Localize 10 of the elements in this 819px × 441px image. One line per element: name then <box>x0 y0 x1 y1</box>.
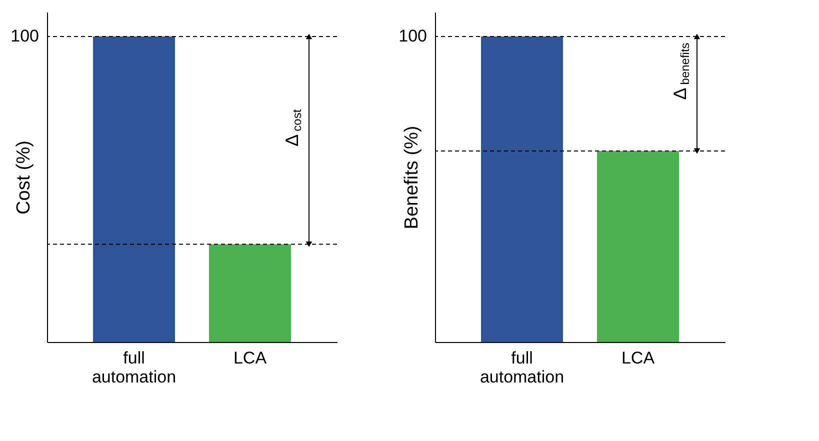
y-axis-title: Benefits (%) <box>402 126 422 230</box>
y-axis-title: Cost (%) <box>14 140 34 214</box>
x-tick-label: full automation <box>480 348 564 386</box>
ref-line-label: 100 <box>398 26 427 46</box>
ref-line-label: 100 <box>10 26 39 46</box>
annotation: Δbenefits <box>670 42 692 100</box>
x-tick-label: LCA <box>621 348 656 368</box>
x-tick-label: LCA <box>233 348 268 368</box>
x-tick-label: full automation <box>92 348 176 386</box>
annotation: Δcost <box>282 108 304 146</box>
